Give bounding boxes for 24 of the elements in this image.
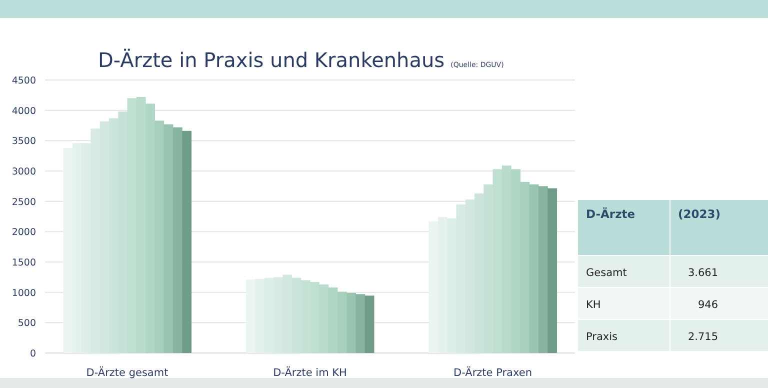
bar <box>172 127 182 353</box>
summary-table: D-Ärzte (2023) Gesamt 3.661 KH 946 Praxis 2.715 <box>578 200 768 352</box>
bar <box>356 294 366 353</box>
y-tick-label: 500 <box>18 318 36 330</box>
x-tick-label: D-Ärzte Praxen <box>454 366 532 379</box>
bar <box>164 124 174 353</box>
y-tick-label: 3000 <box>12 166 36 178</box>
y-tick-label: 4500 <box>12 76 36 86</box>
y-tick-label: 0 <box>30 348 36 360</box>
y-tick-label: 1500 <box>12 258 36 268</box>
y-tick-label: 4000 <box>12 106 36 117</box>
bar <box>346 292 356 353</box>
bar <box>364 296 374 353</box>
bar <box>529 184 539 353</box>
chart-title: D-Ärzte in Praxis und Krankenhaus <box>98 48 445 72</box>
y-tick-label: 3500 <box>12 136 36 148</box>
bar <box>538 186 548 353</box>
y-tick-label: 2000 <box>12 227 36 238</box>
bar <box>548 188 558 353</box>
y-tick-label: 1000 <box>12 288 36 299</box>
x-tick-label: D-Ärzte gesamt <box>86 366 168 379</box>
bar <box>182 130 192 353</box>
x-tick-label: D-Ärzte im KH <box>273 366 347 379</box>
y-tick-label: 2500 <box>12 196 36 208</box>
